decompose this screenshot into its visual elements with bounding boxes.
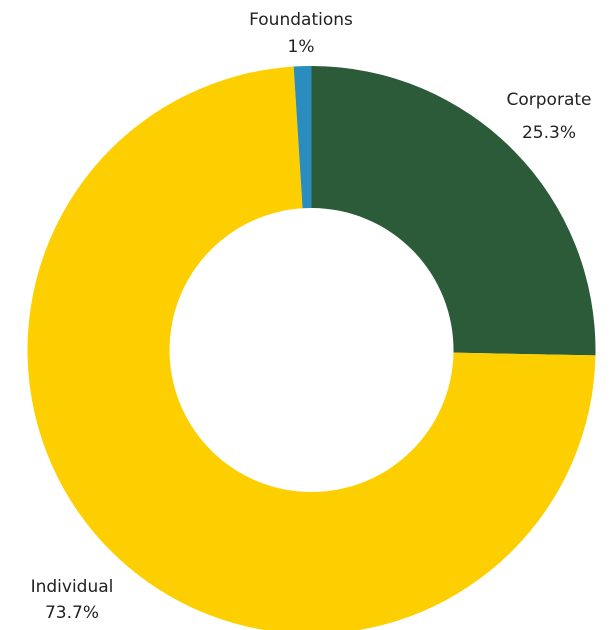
slices-group — [27, 66, 596, 630]
slice-label-name: Corporate — [507, 90, 592, 110]
slice-corporate — [311, 66, 596, 356]
slice-foundations — [293, 66, 312, 209]
slice-label-name: Foundations — [249, 10, 353, 30]
labels-group: Foundations 1% Corporate 25.3% Individua… — [31, 10, 592, 623]
slice-label-value: 1% — [288, 37, 315, 57]
slice-label-name: Individual — [31, 577, 114, 597]
slice-individual — [27, 66, 596, 630]
slice-label-value: 73.7% — [45, 603, 99, 623]
slice-label-value: 25.3% — [522, 123, 576, 143]
